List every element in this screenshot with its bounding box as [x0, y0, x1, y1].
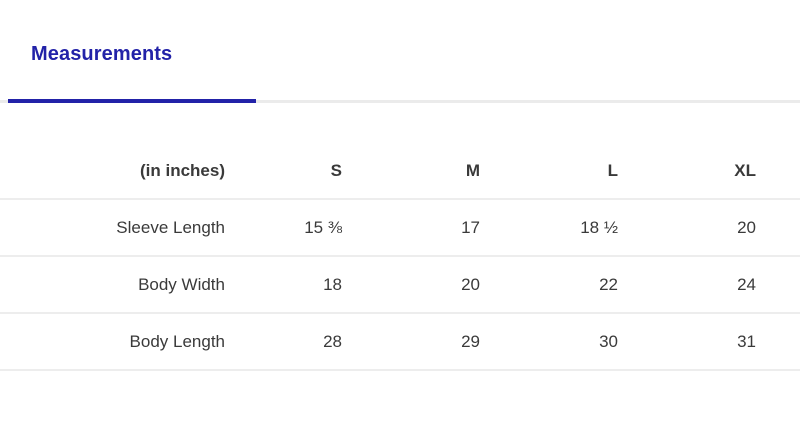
table-row: Body Length 28 29 30 31: [0, 313, 800, 371]
cell-body-width-xl: 24: [662, 256, 800, 314]
row-label-sleeve-length: Sleeve Length: [0, 199, 248, 257]
column-header-s: S: [248, 143, 386, 200]
table-body: Sleeve Length 15 ⅜ 17 18 ½ 20 Body Width…: [0, 199, 800, 371]
cell-body-length-m: 29: [386, 313, 524, 371]
cell-body-length-l: 30: [524, 313, 662, 371]
table-header: (in inches) S M L XL: [0, 143, 800, 200]
column-header-l: L: [524, 143, 662, 200]
column-header-xl: XL: [662, 143, 800, 200]
row-label-body-length: Body Length: [0, 313, 248, 371]
cell-sleeve-length-xl: 20: [662, 199, 800, 257]
cell-body-width-l: 22: [524, 256, 662, 314]
cell-sleeve-length-l: 18 ½: [524, 199, 662, 257]
cell-body-width-m: 20: [386, 256, 524, 314]
cell-body-length-s: 28: [248, 313, 386, 371]
column-header-unit: (in inches): [0, 143, 248, 200]
section-header: Measurements: [0, 34, 800, 108]
page-title: Measurements: [31, 43, 173, 65]
column-header-m: M: [386, 143, 524, 200]
cell-sleeve-length-s: 15 ⅜: [248, 199, 386, 257]
active-tab-underline: [8, 99, 256, 103]
header-divider: [0, 100, 800, 103]
cell-sleeve-length-m: 17: [386, 199, 524, 257]
row-label-body-width: Body Width: [0, 256, 248, 314]
table-row: Body Width 18 20 22 24: [0, 256, 800, 314]
measurements-table: (in inches) S M L XL Sleeve Length 15 ⅜ …: [0, 143, 800, 371]
cell-body-length-xl: 31: [662, 313, 800, 371]
table-header-row: (in inches) S M L XL: [0, 143, 800, 200]
cell-body-width-s: 18: [248, 256, 386, 314]
table-row: Sleeve Length 15 ⅜ 17 18 ½ 20: [0, 199, 800, 257]
